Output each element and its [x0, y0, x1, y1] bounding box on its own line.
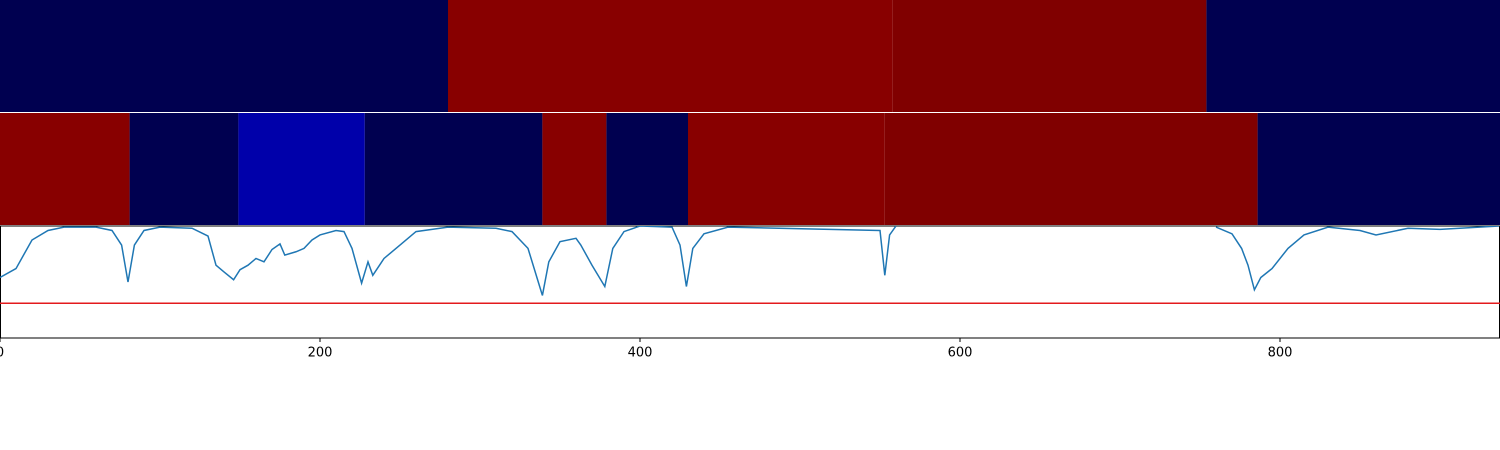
track-segment	[688, 113, 885, 225]
track-segment	[448, 0, 893, 112]
track-segment	[884, 113, 1258, 225]
x-tick-label: 200	[308, 346, 333, 361]
track-segment	[129, 113, 239, 225]
track-segment	[238, 113, 365, 225]
line-layer	[0, 226, 1500, 296]
x-tick-label: 800	[1268, 346, 1293, 361]
track-segment	[1257, 113, 1500, 225]
track-segment	[892, 0, 1207, 112]
track-segment	[0, 113, 130, 225]
x-tick-label: 600	[948, 346, 973, 361]
x-tick-label: 400	[628, 346, 653, 361]
track-segment	[0, 0, 448, 112]
track-segment	[606, 113, 688, 225]
track-segment	[1206, 0, 1500, 112]
line	[0, 226, 1500, 296]
track-segment	[364, 113, 543, 225]
plot-frame	[0, 225, 1500, 339]
x-tick-label: 0	[0, 346, 4, 361]
track-segment	[542, 113, 607, 225]
